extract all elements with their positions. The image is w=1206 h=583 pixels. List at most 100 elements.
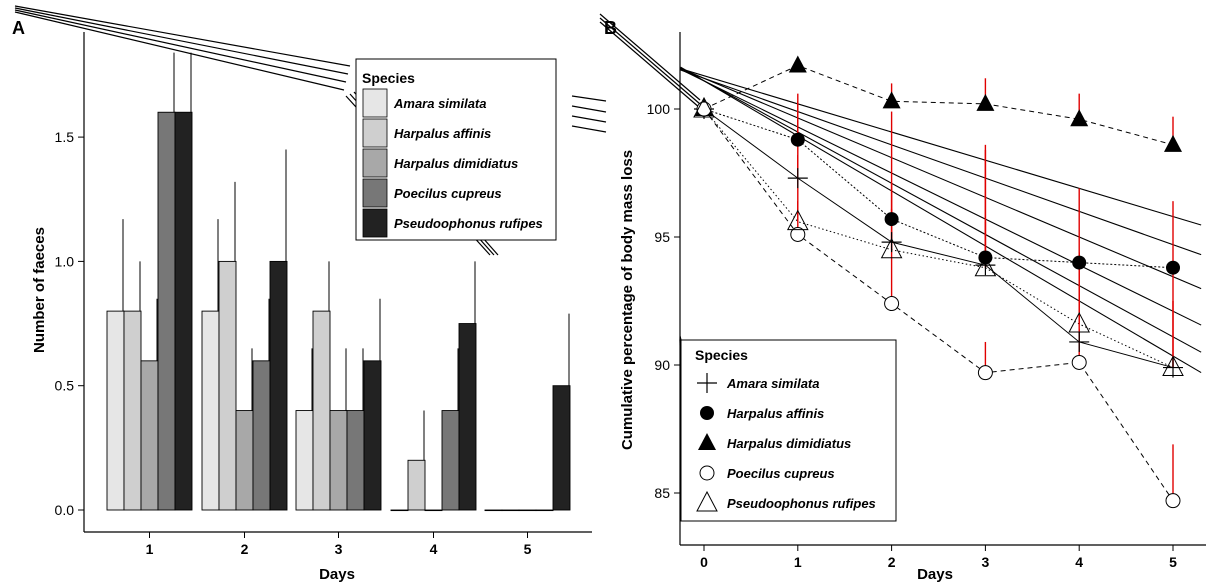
y-tick-label: 0.5	[55, 378, 75, 394]
leader-line	[14, 9, 347, 83]
marker-open-triangle	[1068, 311, 1091, 333]
legend-key	[362, 88, 388, 118]
bar	[441, 410, 460, 511]
bar	[218, 260, 237, 511]
series-line	[703, 108, 1174, 269]
x-tick-label: 3	[335, 541, 343, 557]
legend-title: Species	[695, 347, 748, 363]
y-tick-label: 0.0	[55, 502, 75, 518]
marker-open-circle	[1165, 493, 1181, 509]
legend-key	[362, 118, 388, 148]
marker-open-circle	[696, 101, 712, 117]
x-tick-label: 3	[982, 554, 990, 570]
marker-open-triangle	[786, 209, 809, 231]
y-tick-label: 90	[654, 357, 670, 373]
regression-line	[680, 67, 1202, 290]
legend-label: Harpalus affinis	[727, 406, 824, 421]
legend-key	[362, 178, 388, 208]
bar-groups	[106, 111, 571, 512]
bar	[312, 310, 331, 511]
series-line	[703, 64, 1174, 146]
legend: Species Amara similata Harpalus affinis Har…	[680, 339, 897, 522]
x-tick-label: 4	[430, 541, 438, 557]
leader-line	[14, 5, 351, 67]
x-axis-label: Days	[917, 566, 953, 583]
series-line	[703, 108, 1174, 369]
bar	[346, 410, 365, 511]
marker-open-circle	[699, 465, 715, 481]
bar	[501, 509, 520, 512]
bar	[535, 509, 554, 512]
bar	[252, 360, 271, 511]
leader-line	[571, 125, 607, 133]
bar	[518, 509, 537, 512]
marker-open-circle	[977, 365, 993, 381]
y-tick-label: 1.0	[55, 253, 75, 269]
legend-box	[680, 339, 897, 522]
bar	[269, 260, 288, 511]
y-tick-label: 100	[647, 101, 671, 117]
bar	[363, 360, 382, 511]
leader-line	[571, 95, 607, 102]
marker-filled-circle	[1166, 260, 1180, 275]
legend-label: Pseudoophonus rufipes	[394, 216, 543, 231]
legend-label: Harpalus dimidiatus	[394, 156, 518, 171]
regression-line	[680, 67, 1202, 353]
x-tick-label: 2	[241, 541, 249, 557]
marker-open-triangle	[693, 96, 715, 118]
axes: 0.0 0.5 1.0 1.5 1 2 3 4 5	[55, 32, 592, 557]
bar	[157, 111, 176, 511]
panel-b-label: B	[604, 18, 617, 38]
marker-open-circle	[790, 226, 806, 242]
panel-a-label: A	[12, 18, 25, 38]
bar	[140, 360, 159, 511]
regression-line	[680, 68, 1202, 326]
marker-filled-triangle	[1070, 109, 1089, 127]
bar	[174, 111, 193, 511]
bar	[235, 410, 254, 511]
leader-line	[571, 105, 607, 113]
marker-open-triangle	[974, 255, 997, 277]
legend-key	[362, 148, 388, 178]
bar	[106, 310, 125, 511]
legend-label: Poecilus cupreus	[394, 186, 502, 201]
leader-line	[599, 13, 701, 101]
bar	[458, 323, 477, 511]
x-axis-label: Days	[319, 566, 355, 583]
y-tick-label: 85	[654, 485, 670, 501]
legend-box	[355, 58, 557, 241]
bar	[407, 459, 426, 511]
y-tick-label: 1.5	[55, 129, 75, 145]
marker-filled-triangle	[976, 93, 995, 111]
marker-open-triangle	[696, 490, 718, 512]
panel-b-line-chart: B 85 90 95 100 0 1 2 3 4 5 Cumulative percentage …	[604, 18, 1206, 583]
y-tick-label: 95	[654, 229, 670, 245]
marker-open-triangle	[1162, 355, 1184, 377]
marker-filled-circle	[700, 406, 714, 420]
bar	[295, 410, 314, 511]
error-bars	[122, 52, 570, 461]
leader-line	[14, 7, 349, 75]
x-tick-label: 4	[1075, 554, 1083, 570]
leader-line	[14, 11, 345, 91]
x-tick-label: 1	[146, 541, 154, 557]
legend-label: Harpalus affinis	[394, 126, 491, 141]
marker-filled-triangle	[698, 433, 716, 450]
marker-filled-circle	[790, 132, 805, 147]
marker-filled-triangle	[1164, 134, 1182, 152]
axes: 85 90 95 100 0 1 2 3 4 5	[647, 32, 1206, 570]
leader-line	[571, 115, 607, 123]
marker-filled-circle	[884, 212, 899, 227]
marker-filled-circle	[1072, 255, 1087, 270]
marker-open-triangle	[880, 237, 903, 259]
legend-key	[362, 208, 388, 238]
bar	[424, 509, 443, 512]
x-tick-label: 5	[524, 541, 532, 557]
x-tick-label: 0	[700, 554, 708, 570]
panel-a-bar-chart: A 0.0 0.5 1.0 1.5 1 2 3 4 5 Number of faeces Day…	[12, 18, 592, 583]
series-lines	[703, 64, 1174, 501]
legend-label: Amara similata	[726, 376, 820, 391]
bar	[201, 310, 220, 511]
y-axis-label: Number of faeces	[31, 227, 48, 353]
